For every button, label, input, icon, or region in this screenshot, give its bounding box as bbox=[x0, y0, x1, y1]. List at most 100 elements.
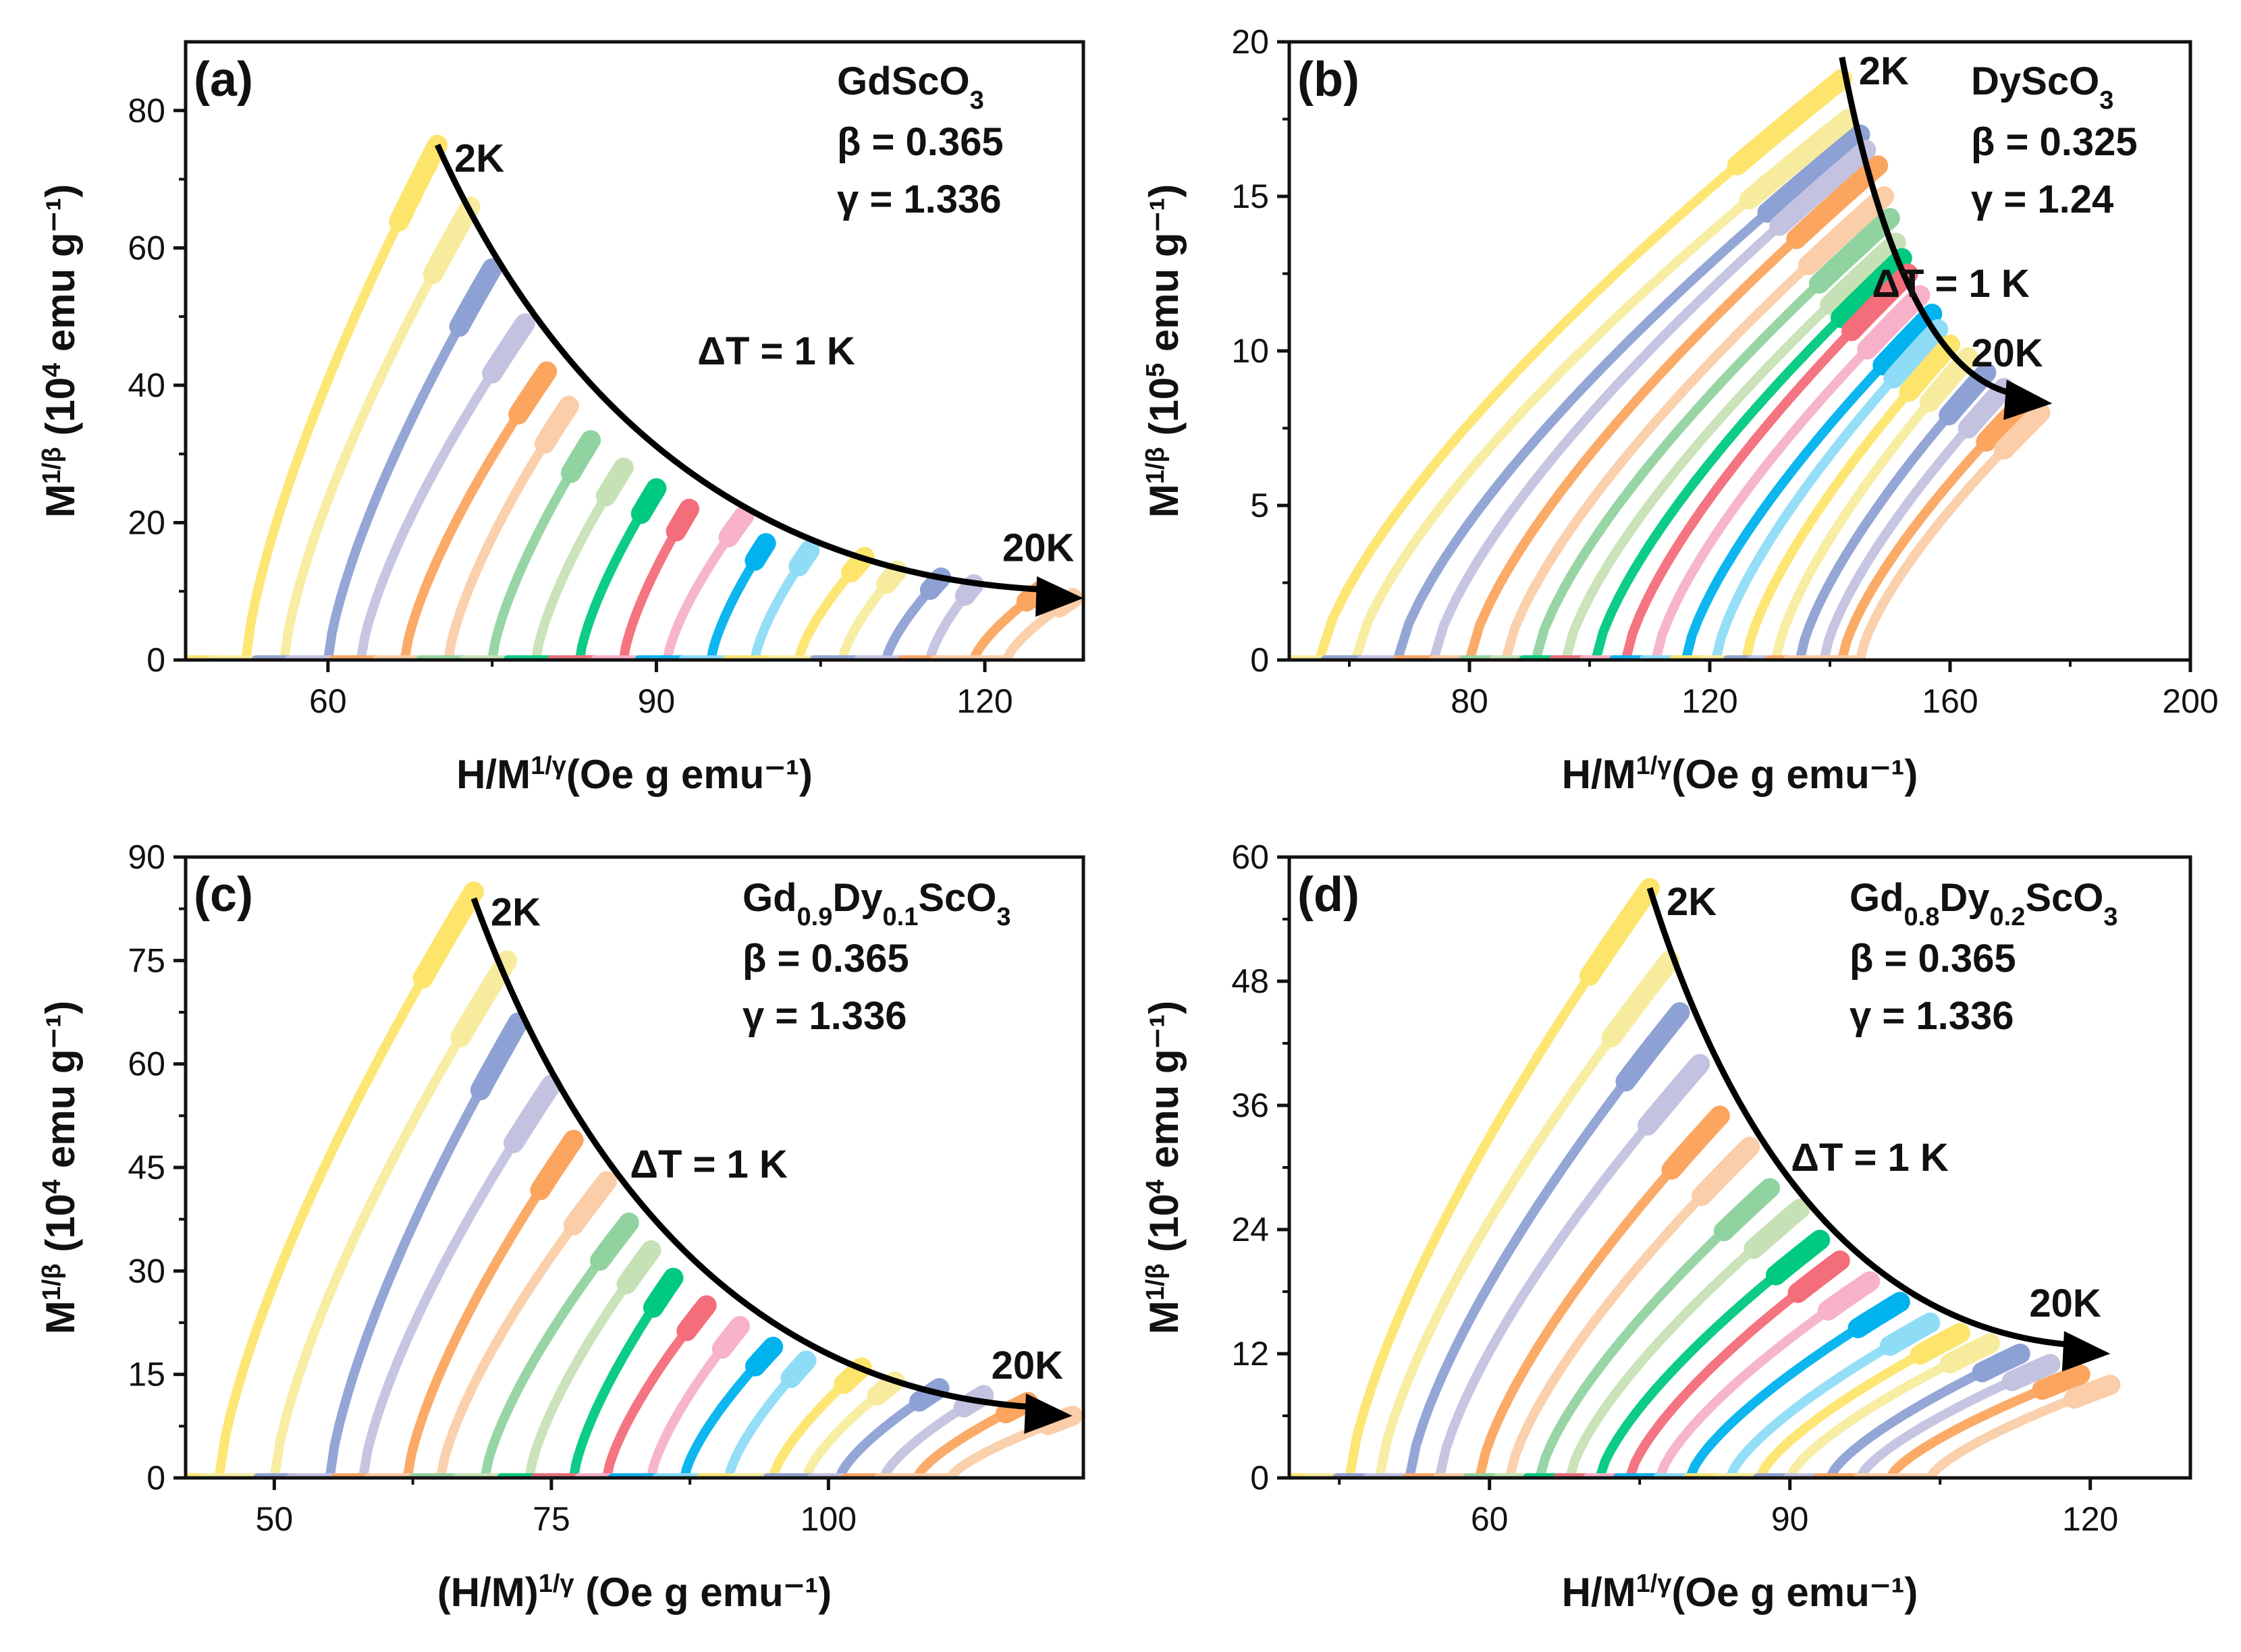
arrow-head bbox=[1035, 576, 1083, 617]
series-highfield-3K bbox=[1601, 950, 1680, 1048]
y-tick-label: 15 bbox=[128, 1356, 165, 1394]
y-tick-label: 60 bbox=[128, 229, 165, 267]
series-highfield-3K bbox=[450, 950, 518, 1048]
y-tick-label: 5 bbox=[1250, 487, 1269, 524]
series-highfield-10K bbox=[643, 1267, 684, 1318]
panel-label: (b) bbox=[1297, 53, 1359, 107]
end-temp-label: 20K bbox=[2029, 1282, 2101, 1325]
start-temp-label: 2K bbox=[1859, 49, 1909, 93]
series-highfield-6K bbox=[530, 1130, 584, 1201]
gamma-label: γ = 1.24 bbox=[1971, 177, 2113, 221]
y-tick-label: 75 bbox=[128, 941, 165, 979]
series-highfield-8K bbox=[1809, 208, 1900, 294]
series-highfield-12K bbox=[711, 1316, 750, 1359]
series-highfield-8K bbox=[590, 1212, 639, 1271]
series-highfield-8K bbox=[1713, 1178, 1780, 1242]
series-highfield-5K bbox=[482, 313, 535, 384]
panel-label: (a) bbox=[194, 53, 253, 107]
y-tick-label: 15 bbox=[1231, 177, 1269, 215]
series-highfield-11K bbox=[676, 1295, 717, 1342]
trend-arrow bbox=[434, 143, 1057, 593]
series-highfield-4K bbox=[449, 258, 503, 337]
series-highfield-13K bbox=[1847, 1292, 1910, 1338]
y-tick-label: 12 bbox=[1231, 1335, 1269, 1373]
panel-a: 60 90 120 0 20 40 60 80 H/M1/γ(Oe g emu⁻¹) M1/β (… bbox=[38, 40, 1085, 797]
panel-label: (d) bbox=[1297, 868, 1359, 922]
y-axis-title: M1/β (105 emu g⁻¹) bbox=[1141, 184, 1187, 518]
panel-label: (c) bbox=[194, 868, 253, 922]
series-highfield-7K bbox=[535, 395, 579, 454]
y-tick-label: 45 bbox=[128, 1149, 165, 1186]
beta-label: β = 0.365 bbox=[837, 120, 1004, 164]
series-highfield-11K bbox=[1787, 1250, 1850, 1303]
x-tick-label: 75 bbox=[533, 1500, 570, 1538]
series-highfield-17K bbox=[1972, 1344, 2030, 1383]
delta-t-label: ΔT = 1 K bbox=[697, 329, 855, 373]
y-tick-label: 90 bbox=[128, 838, 165, 876]
plot-area bbox=[186, 881, 1083, 1478]
series-highfield-2K bbox=[389, 134, 448, 231]
series-highfield-9K bbox=[1820, 232, 1906, 315]
end-temp-label: 20K bbox=[1971, 331, 2043, 375]
y-tick-label: 20 bbox=[128, 503, 165, 541]
series-highfield-15K bbox=[1910, 1323, 1970, 1365]
compound-label: Gd0.9Dy0.1ScO3 bbox=[742, 876, 1011, 931]
series-highfield-4K bbox=[1757, 124, 1870, 223]
series-highfield-14K bbox=[1883, 319, 1949, 389]
y-tick-label: 0 bbox=[146, 1459, 165, 1497]
delta-t-label: ΔT = 1 K bbox=[1791, 1136, 1949, 1180]
gamma-label: γ = 1.336 bbox=[1850, 994, 2014, 1038]
series-highfield-7K bbox=[1692, 1136, 1760, 1207]
panel-c: 50 75 100 0 15 30 45 60 75 90 (H/M)1/γ (Oe g emu⁻¹… bbox=[38, 838, 1085, 1615]
start-temp-label: 2K bbox=[491, 890, 541, 934]
x-tick-label: 160 bbox=[1922, 682, 1978, 720]
series-highfield-9K bbox=[1744, 1199, 1810, 1259]
x-tick-label: 90 bbox=[638, 682, 676, 720]
x-tick-label: 60 bbox=[309, 682, 347, 720]
series-highfield-9K bbox=[616, 1240, 662, 1294]
series-highfield-15K bbox=[1899, 334, 1960, 402]
series-highfield-8K bbox=[560, 430, 601, 483]
series-highfield-3K bbox=[1739, 109, 1858, 210]
series-highfield-12K bbox=[1857, 285, 1931, 360]
series-highfield-18K bbox=[2002, 1354, 2061, 1392]
x-tick-label: 120 bbox=[2062, 1500, 2118, 1538]
series-highfield-6K bbox=[508, 361, 558, 424]
y-tick-label: 80 bbox=[128, 92, 165, 130]
panel-b: 80 120 160 200 0 5 10 15 20 H/M1/γ(Oe g emu⁻¹) M1/… bbox=[1141, 23, 2219, 797]
x-axis-title: H/M1/γ(Oe g emu⁻¹) bbox=[456, 752, 813, 797]
series-highfield-2K bbox=[1727, 69, 1852, 175]
series-highfield-6K bbox=[1661, 1105, 1730, 1180]
series-highfield-10K bbox=[630, 478, 667, 524]
series-highfield-19K bbox=[2032, 1364, 2090, 1400]
series-highfield-16K bbox=[1940, 1333, 2001, 1374]
trend-arrow bbox=[470, 897, 1046, 1411]
x-axis-title: H/M1/γ(Oe g emu⁻¹) bbox=[1562, 752, 1918, 797]
series-highfield-18K bbox=[954, 574, 984, 606]
start-temp-label: 2K bbox=[1667, 880, 1717, 924]
x-tick-label: 90 bbox=[1771, 1500, 1809, 1538]
series-highfield-14K bbox=[1880, 1313, 1941, 1356]
compound-label: DyScO3 bbox=[1971, 59, 2113, 115]
gamma-label: γ = 1.336 bbox=[742, 994, 907, 1038]
y-axis-title: M1/β (104 emu g⁻¹) bbox=[38, 1001, 83, 1334]
compound-label: Gd0.8Dy0.2ScO3 bbox=[1850, 876, 2118, 931]
arrow-head bbox=[2003, 379, 2053, 420]
arrow-head bbox=[2061, 1331, 2111, 1372]
series-highfield-2K bbox=[412, 881, 484, 989]
series-highfield-9K bbox=[595, 458, 634, 507]
series-highfield-10K bbox=[1831, 248, 1912, 328]
x-axis-title: H/M1/γ(Oe g emu⁻¹) bbox=[1562, 1570, 1918, 1615]
series-highfield-14K bbox=[780, 1350, 817, 1388]
plot-area bbox=[186, 134, 1083, 660]
series-highfield-11K bbox=[1841, 263, 1918, 341]
y-tick-label: 40 bbox=[128, 366, 165, 404]
plot-area bbox=[1289, 69, 2051, 660]
beta-label: β = 0.325 bbox=[1971, 120, 2138, 164]
series-highfield-5K bbox=[504, 1074, 562, 1153]
end-temp-label: 20K bbox=[992, 1344, 1064, 1387]
y-tick-label: 24 bbox=[1231, 1211, 1269, 1248]
y-tick-label: 20 bbox=[1231, 23, 1269, 61]
y-tick-label: 36 bbox=[1231, 1086, 1269, 1124]
